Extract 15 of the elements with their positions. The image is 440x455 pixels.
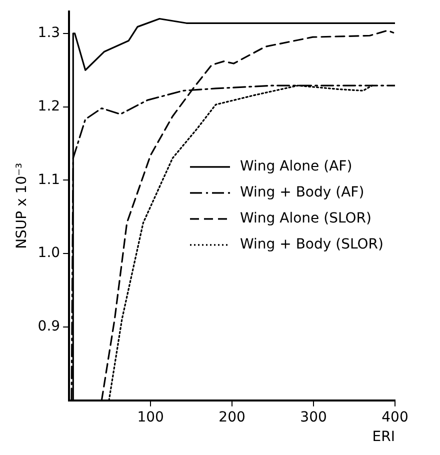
y-tick-label: 1.3: [38, 25, 60, 42]
y-tick-label: 0.9: [38, 318, 60, 335]
legend-label: Wing Alone (SLOR): [240, 210, 372, 227]
y-tick-label: 1.0: [38, 245, 60, 262]
y-axis-title: NSUP x 10⁻³: [14, 162, 30, 249]
x-tick-label: 100: [137, 409, 164, 426]
x-tick-label: 200: [218, 409, 246, 426]
x-tick-label: 300: [300, 409, 327, 426]
x-axis-title: ERI: [372, 429, 395, 446]
legend-label: Wing + Body (AF): [240, 184, 364, 201]
y-tick-label: 1.2: [38, 98, 60, 114]
y-tick-label: 1.1: [38, 172, 60, 188]
legend-label: Wing + Body (SLOR): [240, 236, 384, 253]
legend-label: Wing Alone (AF): [240, 158, 352, 175]
x-tick-label: 400: [382, 409, 408, 426]
